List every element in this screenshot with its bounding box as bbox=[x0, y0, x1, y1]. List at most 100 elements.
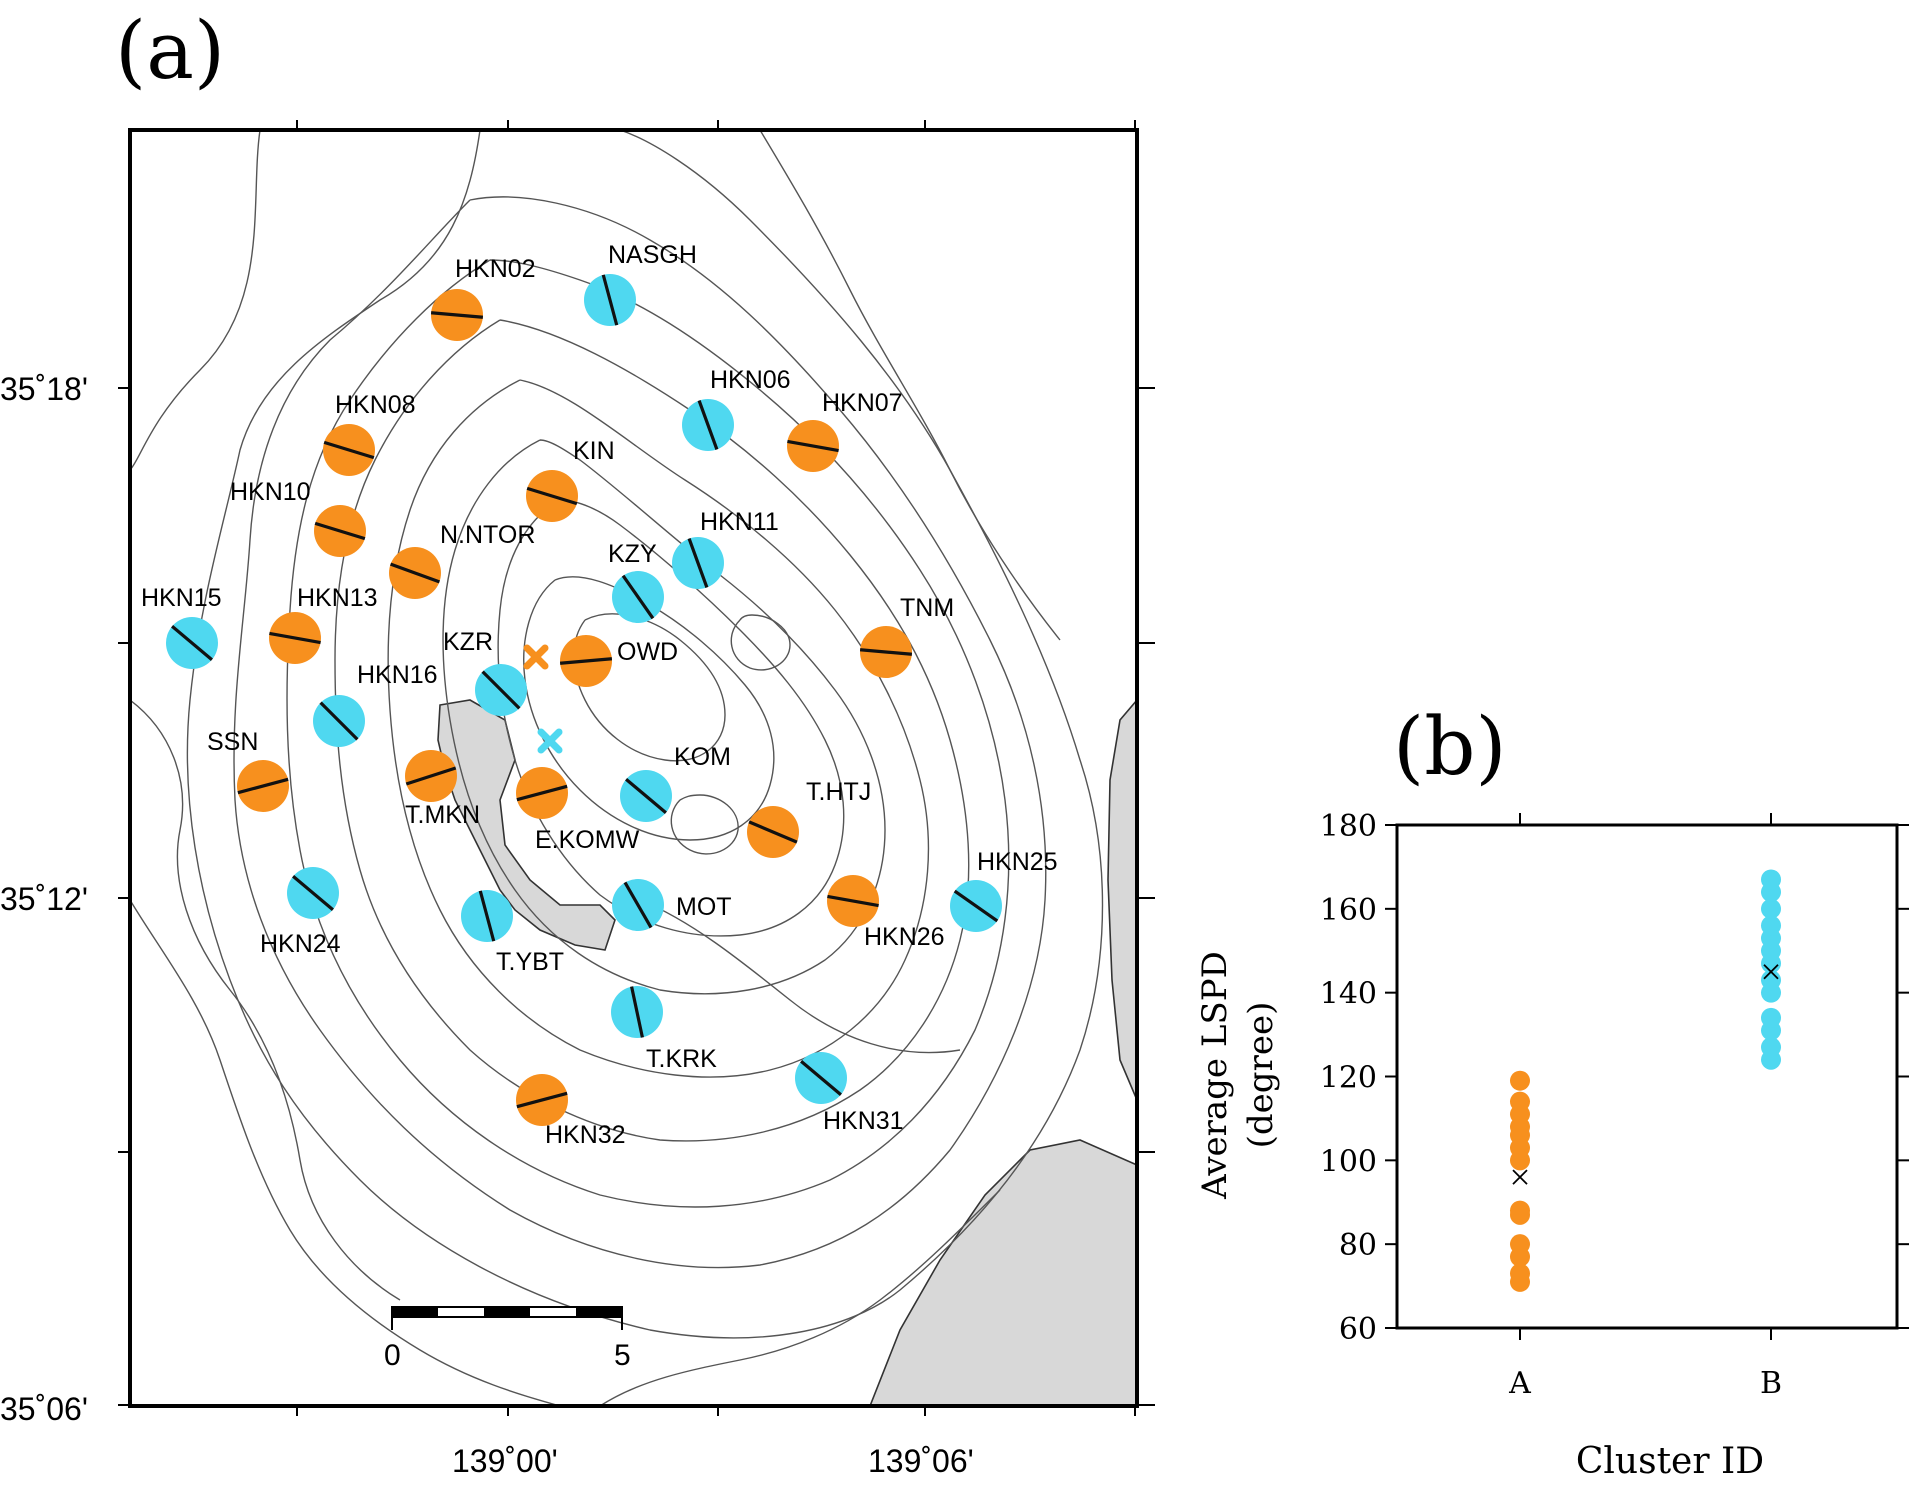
lspd-bar bbox=[323, 440, 375, 460]
data-point-a bbox=[1510, 1263, 1530, 1284]
lspd-bar bbox=[621, 574, 655, 620]
mean-marker-a bbox=[1512, 1169, 1528, 1185]
station-label: HKN08 bbox=[335, 391, 416, 419]
lspd-bar bbox=[630, 986, 644, 1038]
lspd-bar bbox=[430, 311, 484, 319]
chart-points bbox=[1510, 869, 1781, 1292]
station-ekomw: E.KOMW bbox=[516, 767, 640, 854]
station-label: HKN06 bbox=[710, 366, 791, 394]
lspd-bar bbox=[827, 894, 879, 908]
y-tick-label: 100 bbox=[1320, 1144, 1377, 1179]
station-hkn16: HKN16 bbox=[313, 661, 438, 747]
station-nasgh: NASGH bbox=[584, 241, 697, 326]
station-kom: KOM bbox=[620, 743, 731, 822]
y-tick-label: 160 bbox=[1320, 893, 1377, 928]
data-point-b bbox=[1761, 898, 1781, 919]
y-tick-label: 60 bbox=[1339, 1312, 1377, 1347]
y-tick-label: 80 bbox=[1339, 1228, 1377, 1263]
station-label: HKN31 bbox=[823, 1107, 904, 1135]
station-label: KOM bbox=[674, 743, 731, 771]
station-label: T.KRK bbox=[646, 1045, 717, 1073]
lspd-bar bbox=[237, 777, 289, 795]
station-hkn07: HKN07 bbox=[787, 389, 903, 472]
station-hkn02: HKN02 bbox=[430, 255, 536, 341]
station-hkn24: HKN24 bbox=[260, 867, 341, 958]
station-label: SSN bbox=[207, 728, 258, 756]
contour-11 bbox=[670, 794, 739, 855]
station-label: HKN24 bbox=[260, 930, 341, 958]
lspd-bar bbox=[687, 538, 709, 588]
contour-1 bbox=[130, 130, 261, 471]
lspd-bar bbox=[697, 400, 719, 450]
lspd-bar bbox=[625, 778, 667, 814]
contour-15 bbox=[599, 1189, 1001, 1406]
station-hkn31: HKN31 bbox=[795, 1052, 904, 1135]
station-hkn06: HKN06 bbox=[682, 366, 791, 451]
lspd-bar bbox=[171, 625, 213, 661]
scale-bar: 0 5 bbox=[384, 1306, 631, 1372]
station-kzr: KZR bbox=[443, 628, 527, 716]
mean-marker-b bbox=[1763, 964, 1779, 980]
station-label: HKN13 bbox=[297, 584, 378, 612]
map-frame bbox=[128, 128, 1139, 1408]
lat-label-2: 35˚12' bbox=[0, 881, 88, 917]
lspd-bar bbox=[787, 439, 839, 453]
data-point-a bbox=[1510, 1234, 1530, 1255]
station-label: T.MKN bbox=[405, 801, 480, 829]
y-axis-label: Average LSPD bbox=[1195, 951, 1235, 1200]
station-hkn15: HKN15 bbox=[141, 584, 222, 669]
data-point-b bbox=[1761, 970, 1781, 991]
contour-12 bbox=[730, 614, 791, 671]
station-label: HKN02 bbox=[455, 255, 536, 283]
y-axis-unit: (degree) bbox=[1241, 1002, 1281, 1149]
stations-layer: HKN02 NASGH HKN08 HKN06 HKN07 KIN HKN10 N.NTOR H… bbox=[141, 241, 1058, 1149]
station-hkn26: HKN26 bbox=[827, 875, 945, 951]
chart-frame bbox=[1395, 823, 1899, 1330]
station-label: HKN11 bbox=[700, 508, 779, 536]
station-kin: KIN bbox=[526, 437, 615, 522]
map-panel: 35˚18' 35˚12' 35˚06' 139˚00' 139˚06' 0 5… bbox=[0, 120, 1155, 1479]
station-label: KZY bbox=[608, 540, 657, 568]
station-nntor: N.NTOR bbox=[389, 521, 535, 599]
station-label: HKN07 bbox=[822, 389, 903, 417]
cluster-chart: 60 80 100 120 140 160 180 A B Average LSPD (degr… bbox=[1195, 809, 1909, 1482]
lat-label-1: 35˚18' bbox=[0, 371, 88, 407]
station-label: NASGH bbox=[608, 241, 697, 269]
lake bbox=[437, 699, 616, 951]
station-label: HKN26 bbox=[864, 923, 945, 951]
data-point-b bbox=[1761, 1037, 1781, 1058]
contour-13 bbox=[130, 699, 401, 1301]
station-label: MOT bbox=[676, 893, 732, 921]
lspd-bar bbox=[319, 701, 359, 741]
station-label: HKN25 bbox=[977, 848, 1058, 876]
y-tick-label: 120 bbox=[1320, 1061, 1377, 1096]
station-kzy: KZY bbox=[608, 540, 664, 623]
contour-14 bbox=[130, 899, 561, 1406]
lspd-bar bbox=[405, 766, 457, 786]
contour-9 bbox=[523, 576, 775, 841]
y-tick-label: 140 bbox=[1320, 977, 1377, 1012]
contour-10 bbox=[573, 613, 726, 762]
panel-a-label: (a) bbox=[115, 4, 225, 97]
lspd-bar bbox=[953, 889, 999, 923]
station-label: HKN10 bbox=[230, 478, 311, 506]
contour-6 bbox=[387, 379, 930, 1078]
map-ticks bbox=[118, 120, 1155, 1416]
y-tick-label: 180 bbox=[1320, 809, 1377, 844]
station-tmkn: T.MKN bbox=[405, 750, 480, 829]
lspd-bar bbox=[601, 274, 619, 326]
lspd-bar bbox=[748, 820, 798, 844]
lspd-bar bbox=[526, 486, 578, 506]
panel-b-label: (b) bbox=[1393, 700, 1507, 793]
station-label: HKN16 bbox=[357, 661, 438, 689]
sea-east bbox=[1107, 698, 1137, 1101]
data-point-b bbox=[1761, 869, 1781, 890]
orange-cross bbox=[523, 644, 549, 670]
station-thtj: T.HTJ bbox=[747, 778, 871, 858]
lspd-bar bbox=[800, 1060, 842, 1096]
station-label: T.HTJ bbox=[806, 778, 871, 806]
lon-label-1: 139˚00' bbox=[452, 1443, 558, 1479]
x-tick-label: B bbox=[1760, 1366, 1782, 1401]
contour-5 bbox=[334, 319, 970, 1142]
station-hkn25: HKN25 bbox=[950, 848, 1058, 932]
